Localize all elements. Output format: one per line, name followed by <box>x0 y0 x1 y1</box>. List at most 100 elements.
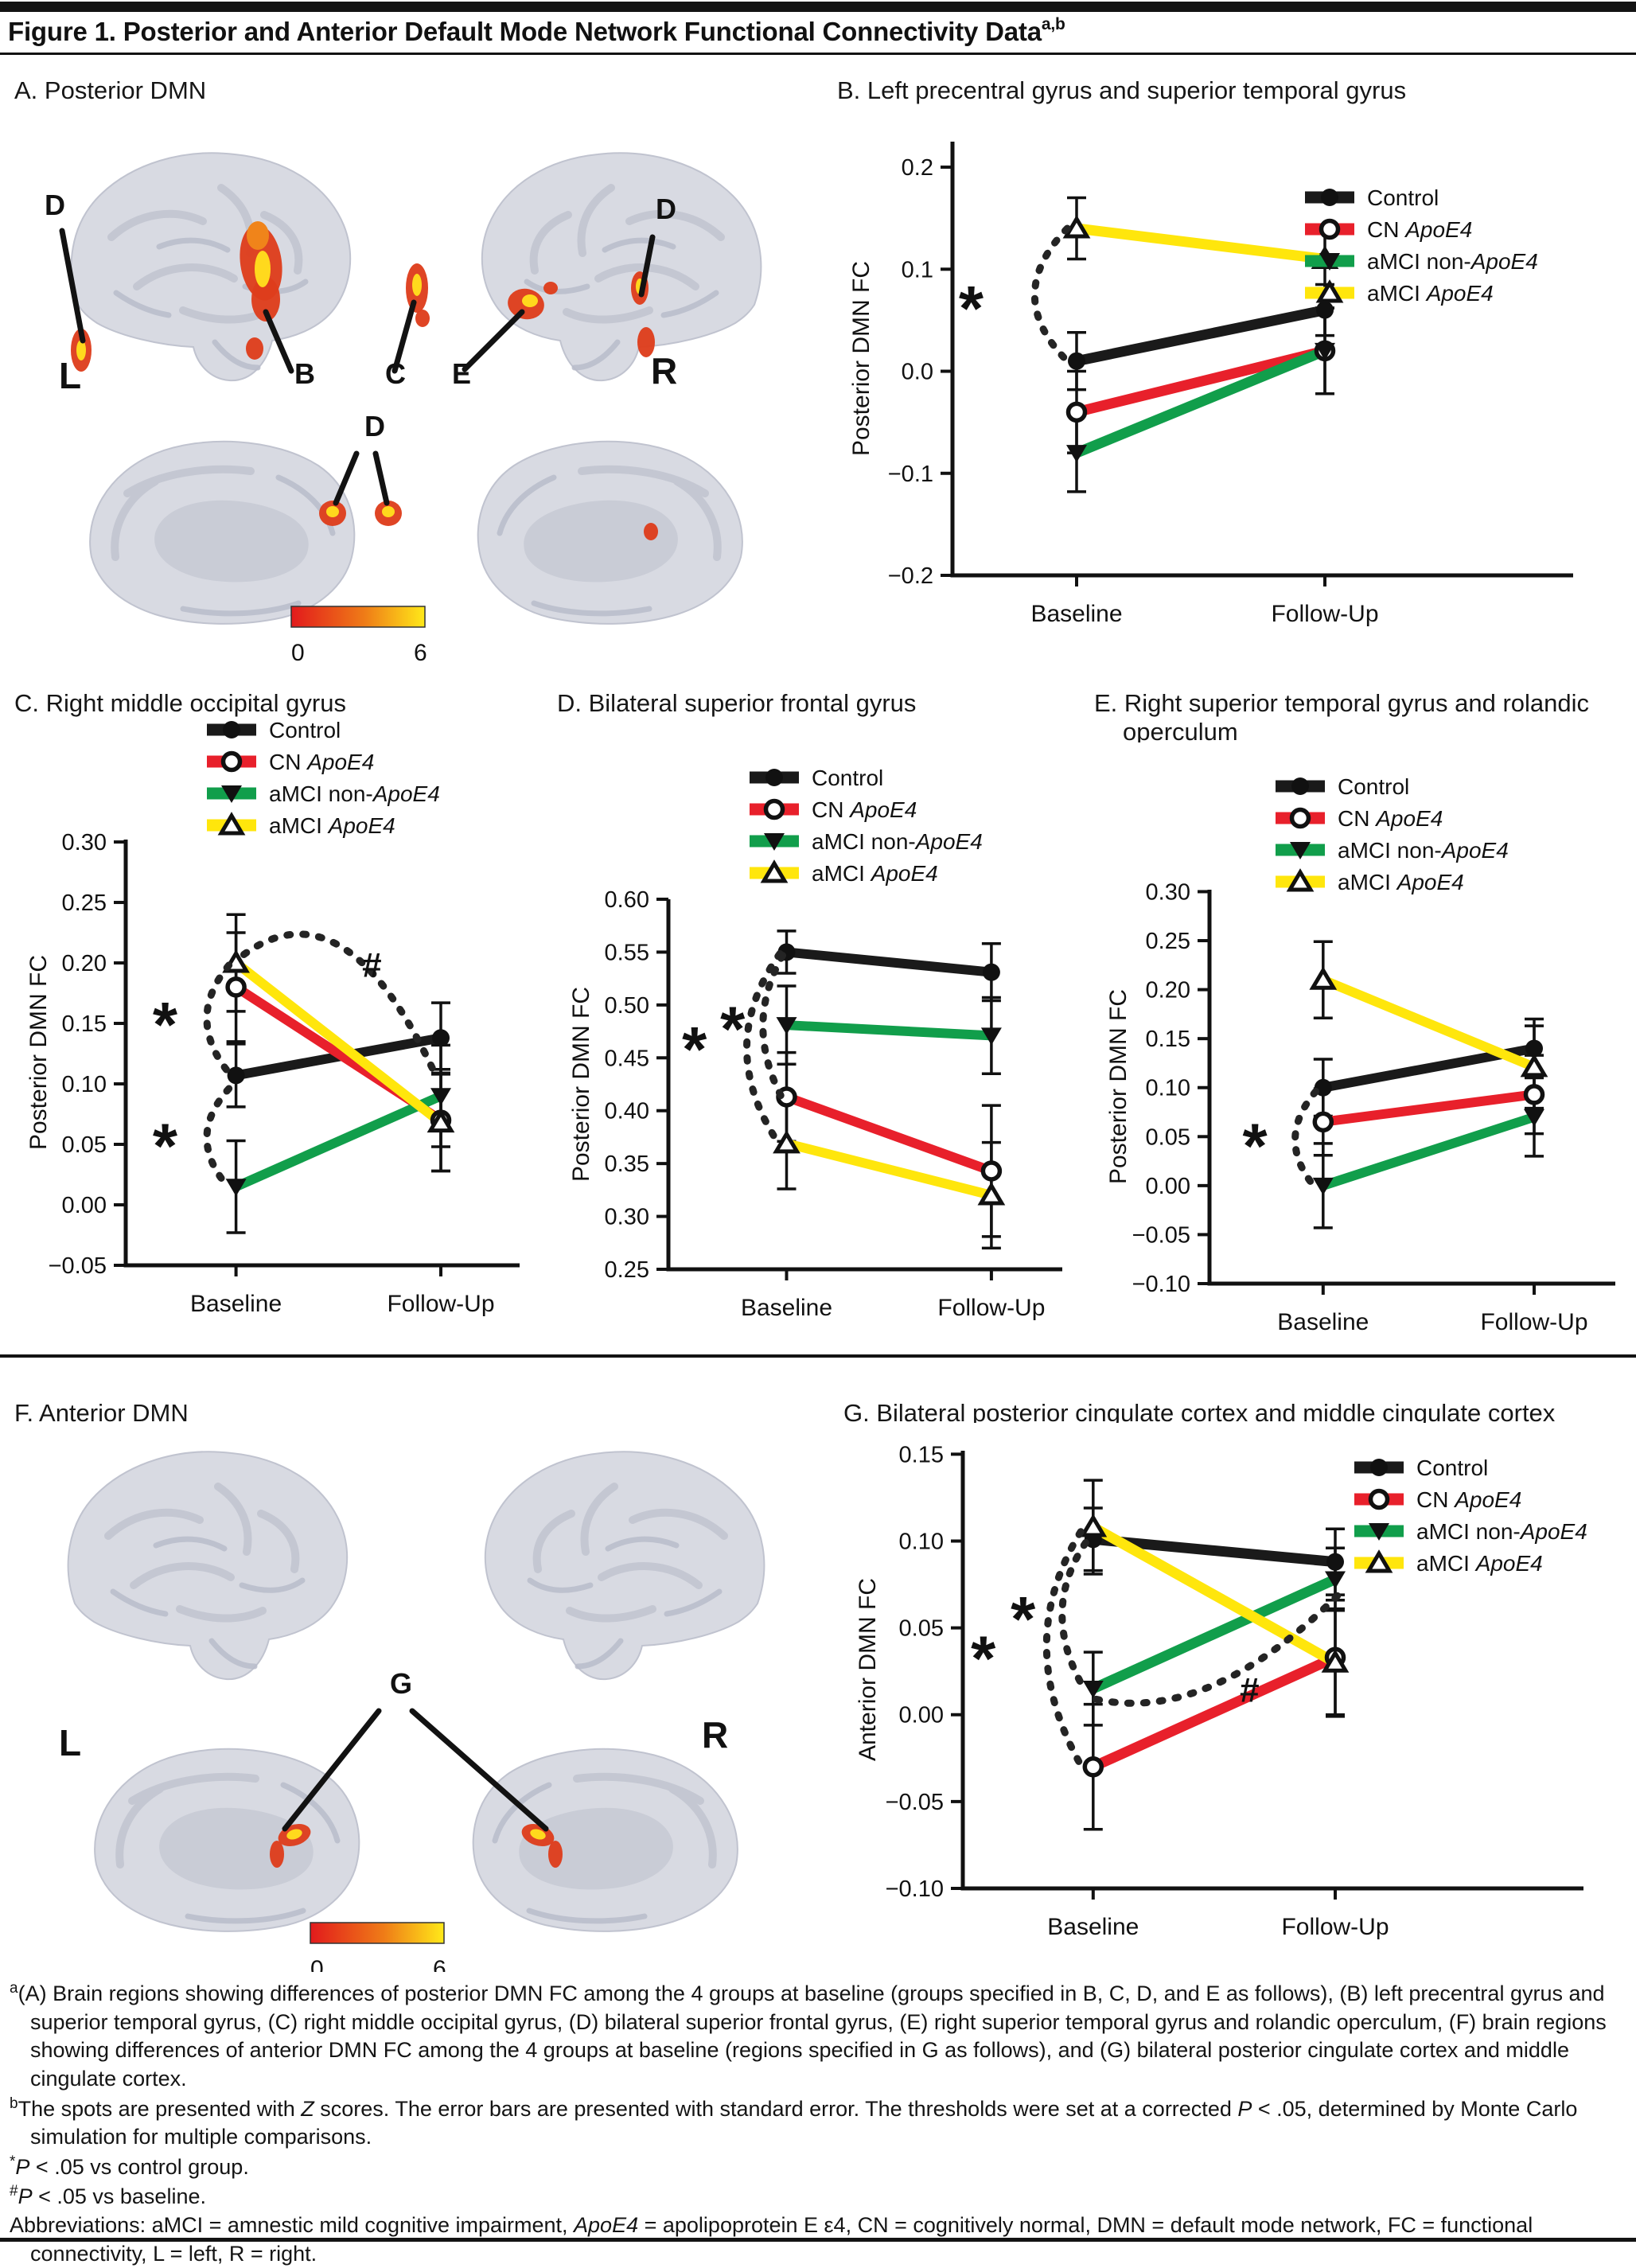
markers-aMCI non-ApoE4 <box>1082 1571 1346 1699</box>
series-aMCI non-ApoE4 <box>1074 345 1327 458</box>
markers-Control <box>227 1029 450 1085</box>
right-hemisphere-label: R <box>702 1714 728 1756</box>
svg-text:aMCI ApoE4: aMCI ApoE4 <box>812 861 938 886</box>
error-bars <box>1083 1479 1345 1831</box>
svg-text:Follow-Up: Follow-Up <box>1281 1914 1389 1940</box>
svg-text:CN ApoE4: CN ApoE4 <box>1367 217 1472 242</box>
series-aMCI ApoE4 <box>1090 1522 1338 1667</box>
brain-medial-right <box>473 1749 738 1931</box>
panel-e-title: E. Right superior temporal gyrus and rol… <box>1094 689 1590 746</box>
svg-text:0.20: 0.20 <box>1146 978 1190 1003</box>
series-aMCI non-ApoE4 <box>786 1020 992 1041</box>
callout-line-c <box>391 299 417 374</box>
series-aMCI ApoE4 <box>785 1139 993 1200</box>
callout-line-d-medial-left <box>333 450 360 506</box>
callout-line-d-left <box>59 228 86 344</box>
y-axis-label: Anterior DMN FC <box>855 1578 881 1761</box>
svg-text:Follow-Up: Follow-Up <box>937 1295 1045 1321</box>
svg-text:−0.2: −0.2 <box>888 563 933 589</box>
svg-text:−0.10: −0.10 <box>1132 1272 1190 1297</box>
brain-lateral-right <box>485 1452 765 1679</box>
anterior-dmn-brain-figure: G L R 0 6 <box>59 1431 818 1972</box>
colorbar-min: 0 <box>310 1956 324 1972</box>
svg-text:Follow-Up: Follow-Up <box>1271 601 1378 627</box>
footnote-hash: #P < .05 vs baseline. <box>10 2183 206 2209</box>
markers-aMCI non-ApoE4 <box>776 1017 1002 1046</box>
svg-text:Baseline: Baseline <box>1030 601 1122 627</box>
svg-text:0.25: 0.25 <box>1146 929 1190 954</box>
callout-g: G <box>390 1667 412 1700</box>
svg-text:0.35: 0.35 <box>605 1152 649 1177</box>
svg-text:0.00: 0.00 <box>1146 1174 1190 1199</box>
callout-line-g-right <box>409 1708 549 1832</box>
chart-svg-D: 0.60 0.55 0.50 0.45 0.40 0.35 0.30 0.25 Baseline… <box>568 766 1062 1321</box>
svg-text:0.15: 0.15 <box>1146 1027 1190 1052</box>
svg-text:0.1: 0.1 <box>902 257 933 283</box>
series-Control <box>1093 1533 1336 1568</box>
svg-text:0.45: 0.45 <box>605 1046 649 1071</box>
brain-lateral-right <box>482 153 762 380</box>
legend: Control CN ApoE4 aMCI non-ApoE4 aMCI ApoE4 <box>1276 774 1509 894</box>
svg-text:0.05: 0.05 <box>62 1132 107 1158</box>
axes: 0.15 0.10 0.05 0.00 −0.05 −0.10 Baseline Follow… <box>886 1442 1583 1940</box>
series-Control <box>785 947 992 977</box>
callout-d-left: D <box>45 189 65 221</box>
colorbar-min: 0 <box>291 640 305 666</box>
panel-d-title: D. Bilateral superior frontal gyrus <box>557 689 917 717</box>
figure-title-text: Figure 1. Posterior and Anterior Default… <box>8 17 1042 46</box>
bottom-rule <box>0 2238 1636 2242</box>
svg-text:0.40: 0.40 <box>605 1099 649 1124</box>
chart-svg-E: 0.30 0.25 0.20 0.15 0.10 0.05 0.00 −0.05 −0.10 Ba… <box>1105 774 1615 1335</box>
callout-line-b <box>263 309 294 374</box>
callout-line-e <box>462 309 525 372</box>
svg-text:CN ApoE4: CN ApoE4 <box>1338 806 1443 831</box>
chart-svg-G: 0.15 0.10 0.05 0.00 −0.05 −0.10 Baseline Follow… <box>855 1442 1587 1940</box>
svg-text:Control: Control <box>812 766 883 790</box>
left-hemisphere-label: L <box>59 1722 81 1763</box>
error-bars <box>777 929 1001 1250</box>
svg-text:0.0: 0.0 <box>902 360 933 385</box>
svg-text:0.15: 0.15 <box>899 1442 944 1467</box>
significance-annotations: ** # <box>971 1528 1349 1769</box>
series-aMCI ApoE4 <box>1321 975 1537 1072</box>
svg-text:Control: Control <box>1338 774 1409 799</box>
svg-text:aMCI non-ApoE4: aMCI non-ApoE4 <box>1338 838 1509 863</box>
callout-d-medial: D <box>364 410 385 442</box>
panel-b-title: B. Left precentral gyrus and superior te… <box>837 76 1407 104</box>
section-divider <box>0 1354 1636 1358</box>
callout-d-right: D <box>656 193 676 225</box>
svg-text:Control: Control <box>1367 185 1439 210</box>
svg-text:Baseline: Baseline <box>1277 1309 1369 1335</box>
series-CN ApoE4 <box>785 1092 993 1176</box>
brain-medial-left <box>90 442 354 624</box>
posterior-dmn-brain-figure: D B C E D D L R 0 6 <box>45 111 818 666</box>
svg-text:aMCI ApoE4: aMCI ApoE4 <box>1416 1551 1543 1576</box>
legend: Control CN ApoE4 aMCI non-ApoE4 aMCI ApoE4 <box>1354 1455 1587 1576</box>
colorbar-max: 6 <box>414 640 427 666</box>
svg-text:0.55: 0.55 <box>605 940 649 965</box>
svg-text:−0.05: −0.05 <box>886 1790 944 1815</box>
svg-text:#: # <box>362 946 381 985</box>
header-rule <box>0 53 1636 55</box>
footnotes: a(A) Brain regions showing differences o… <box>10 1978 1628 2268</box>
series-CN ApoE4 <box>1075 345 1326 418</box>
svg-text:0.25: 0.25 <box>605 1257 649 1283</box>
svg-text:aMCI ApoE4: aMCI ApoE4 <box>269 813 395 838</box>
svg-text:0.50: 0.50 <box>605 993 649 1019</box>
svg-text:−0.05: −0.05 <box>49 1253 107 1279</box>
axes: 0.60 0.55 0.50 0.45 0.40 0.35 0.30 0.25 Baseline… <box>605 887 1062 1321</box>
svg-text:Baseline: Baseline <box>741 1295 832 1321</box>
svg-text:−0.1: −0.1 <box>888 462 933 487</box>
brain-lateral-left <box>68 1452 348 1679</box>
brain-medial-left <box>95 1749 359 1931</box>
svg-text:0.2: 0.2 <box>902 155 933 181</box>
svg-text:0.10: 0.10 <box>62 1072 107 1097</box>
svg-text:*: * <box>971 1623 996 1694</box>
svg-text:aMCI non-ApoE4: aMCI non-ApoE4 <box>812 829 983 854</box>
callout-c: C <box>385 357 406 390</box>
left-hemisphere-label: L <box>59 355 81 396</box>
panel-a-title: A. Posterior DMN <box>14 76 207 104</box>
svg-text:Baseline: Baseline <box>1047 1914 1139 1940</box>
svg-text:Control: Control <box>269 720 341 742</box>
series-Control <box>1075 305 1326 367</box>
